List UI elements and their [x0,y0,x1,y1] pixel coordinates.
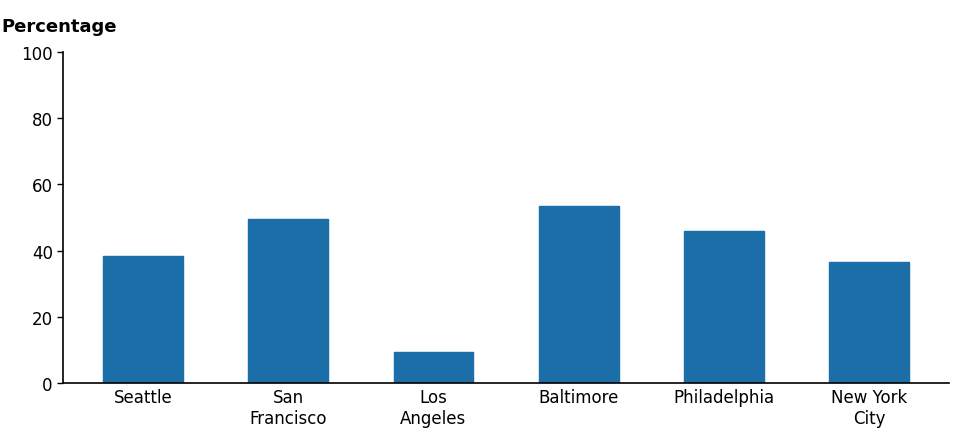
Bar [249,219,328,383]
Bar [539,206,618,383]
Bar [103,256,183,383]
Bar [394,352,473,383]
Bar [684,231,764,383]
Text: Percentage: Percentage [1,18,117,36]
Bar [829,263,909,383]
